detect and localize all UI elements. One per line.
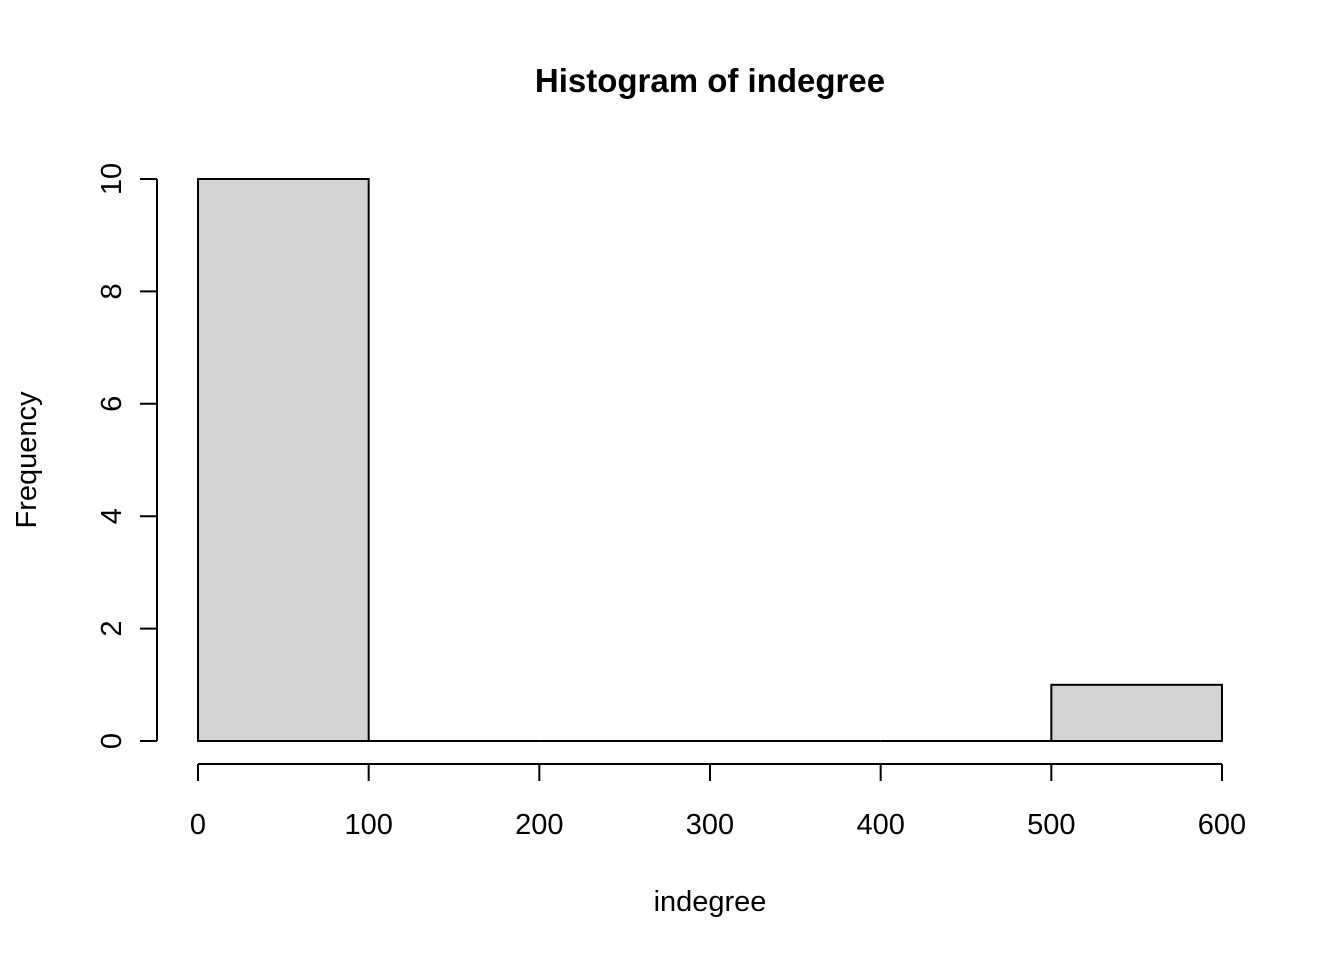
histogram-bar bbox=[1050, 683, 1224, 742]
y-tick-label: 8 bbox=[96, 283, 128, 299]
chart-title: Histogram of indegree bbox=[535, 62, 885, 99]
x-tick-label: 400 bbox=[856, 809, 904, 841]
y-tick-label: 4 bbox=[96, 508, 128, 524]
x-tick-label: 300 bbox=[686, 809, 734, 841]
x-tick-label: 100 bbox=[344, 809, 392, 841]
y-tick-label: 0 bbox=[96, 733, 128, 749]
x-tick-label: 600 bbox=[1198, 809, 1246, 841]
x-axis: 0 100 200 300 400 500 600 bbox=[190, 763, 1246, 841]
y-axis: 0 2 4 6 8 10 bbox=[96, 163, 158, 749]
histogram-bar bbox=[197, 178, 370, 742]
y-tick-label: 6 bbox=[96, 396, 128, 412]
y-tick-label: 2 bbox=[96, 621, 128, 637]
x-tick-label: 0 bbox=[190, 809, 206, 841]
y-axis-label: Frequency bbox=[11, 391, 43, 529]
x-axis-label: indegree bbox=[654, 886, 767, 918]
bars-layer bbox=[197, 178, 1224, 742]
x-tick-label: 200 bbox=[515, 809, 563, 841]
y-tick-label: 10 bbox=[96, 163, 128, 195]
x-tick-label: 500 bbox=[1027, 809, 1075, 841]
